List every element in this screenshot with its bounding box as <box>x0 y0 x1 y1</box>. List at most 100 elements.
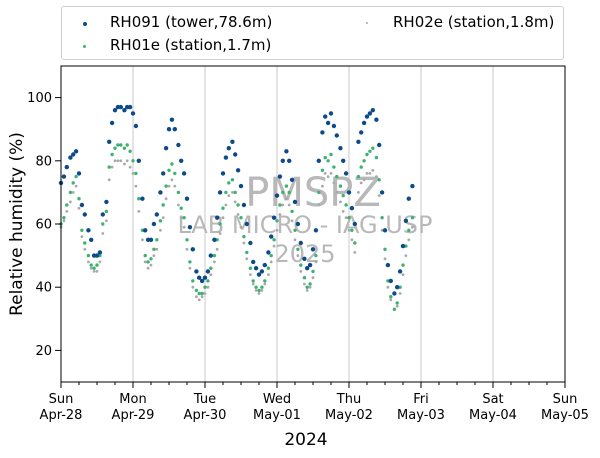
point-s1-62 <box>245 250 249 255</box>
point-s1-22 <box>125 143 129 147</box>
point-s0-113 <box>397 269 403 274</box>
point-s0-42 <box>184 196 190 201</box>
point-s2-40 <box>179 216 183 220</box>
point-s0-59 <box>235 168 241 173</box>
point-s2-10 <box>89 266 93 270</box>
point-s1-31 <box>152 247 156 251</box>
x-tick-label-date-1: Apr-29 <box>112 408 155 423</box>
point-s0-93 <box>338 146 343 151</box>
point-s0-3 <box>68 155 73 160</box>
point-s1-107 <box>380 216 384 220</box>
point-s0-2 <box>64 164 70 170</box>
point-s1-24 <box>131 159 135 163</box>
point-s2-27 <box>141 238 144 242</box>
point-s1-75 <box>284 184 289 188</box>
point-s2-14 <box>101 232 105 235</box>
point-s0-63 <box>248 240 253 246</box>
point-s1-67 <box>260 285 264 289</box>
point-s0-100 <box>359 130 364 135</box>
point-s2-100 <box>359 181 363 185</box>
point-s1-14 <box>101 222 105 226</box>
point-s1-2 <box>65 203 69 207</box>
point-s1-87 <box>320 168 325 172</box>
point-s2-8 <box>83 247 87 251</box>
point-s0-97 <box>349 206 355 211</box>
y-axis: 20 40 60 80 100 <box>27 91 61 359</box>
point-s2-34 <box>161 216 165 220</box>
point-s0-106 <box>377 142 382 148</box>
x-tick-label-day-3: Wed <box>263 392 291 407</box>
point-s2-49 <box>206 285 210 289</box>
point-s1-108 <box>383 247 387 251</box>
point-s2-13 <box>98 260 102 264</box>
point-s1-114 <box>401 263 405 267</box>
point-s1-95 <box>344 203 348 207</box>
point-s1-106 <box>377 178 381 182</box>
y-axis-label: Relative humidity (%) <box>7 132 27 316</box>
point-s2-16 <box>107 178 111 182</box>
point-s2-115 <box>404 254 408 257</box>
point-s2-83 <box>308 285 312 289</box>
point-s0-30 <box>148 237 154 242</box>
point-s2-24 <box>131 172 135 175</box>
legend-item-rh091: RH091 (tower,78.6m) <box>83 13 272 31</box>
point-s1-4 <box>71 181 75 185</box>
x-tick-label-date-2: Apr-30 <box>184 408 227 423</box>
point-s1-29 <box>146 260 150 264</box>
point-s0-110 <box>388 278 393 284</box>
point-s1-69 <box>266 266 271 270</box>
point-s0-7 <box>79 202 85 208</box>
point-s1-40 <box>179 206 183 210</box>
point-s0-104 <box>370 108 375 113</box>
point-s0-101 <box>361 120 367 126</box>
point-s0-15 <box>104 199 109 205</box>
point-s2-55 <box>224 203 228 207</box>
point-s2-104 <box>371 168 375 172</box>
point-s2-23 <box>128 165 132 169</box>
point-s2-98 <box>353 251 357 254</box>
point-s2-28 <box>143 260 147 264</box>
point-s0-37 <box>169 117 175 122</box>
point-s0-57 <box>230 139 235 144</box>
point-s0-40 <box>179 158 184 163</box>
point-s0-25 <box>133 123 139 129</box>
point-s2-63 <box>249 273 252 276</box>
point-s1-84 <box>311 269 315 274</box>
point-s0-16 <box>107 139 112 144</box>
y-tick-label-40: 40 <box>35 281 52 296</box>
point-s2-112 <box>395 304 399 308</box>
point-s0-43 <box>187 225 193 230</box>
point-s0-105 <box>374 117 379 122</box>
point-s1-50 <box>209 266 213 270</box>
point-s2-108 <box>383 257 387 261</box>
watermark-line-2: LAB MICRO - IAG USP <box>177 211 432 239</box>
point-s0-45 <box>194 269 199 274</box>
point-s1-76 <box>287 190 291 195</box>
point-s0-51 <box>212 237 217 242</box>
point-s2-17 <box>110 165 114 169</box>
point-s2-99 <box>357 191 360 194</box>
point-s0-114 <box>400 243 406 249</box>
point-s1-20 <box>119 143 123 147</box>
point-s0-55 <box>223 155 229 160</box>
point-s0-92 <box>334 133 339 138</box>
point-s1-44 <box>191 279 195 283</box>
point-s1-92 <box>335 174 339 179</box>
point-s0-41 <box>181 171 187 176</box>
point-s1-83 <box>308 282 312 286</box>
point-s0-67 <box>259 269 265 274</box>
point-s2-35 <box>164 197 168 201</box>
point-s0-49 <box>205 269 211 274</box>
point-s0-52 <box>215 215 220 220</box>
point-s2-88 <box>323 172 327 175</box>
point-s1-68 <box>263 279 267 283</box>
point-s0-76 <box>287 158 292 163</box>
point-s2-38 <box>173 184 177 188</box>
point-s1-72 <box>275 219 279 223</box>
point-s0-4 <box>71 152 76 157</box>
point-s1-55 <box>224 190 228 195</box>
point-s2-72 <box>275 228 279 232</box>
point-s2-53 <box>218 232 222 235</box>
point-s1-32 <box>155 238 159 242</box>
point-s2-36 <box>167 184 171 188</box>
